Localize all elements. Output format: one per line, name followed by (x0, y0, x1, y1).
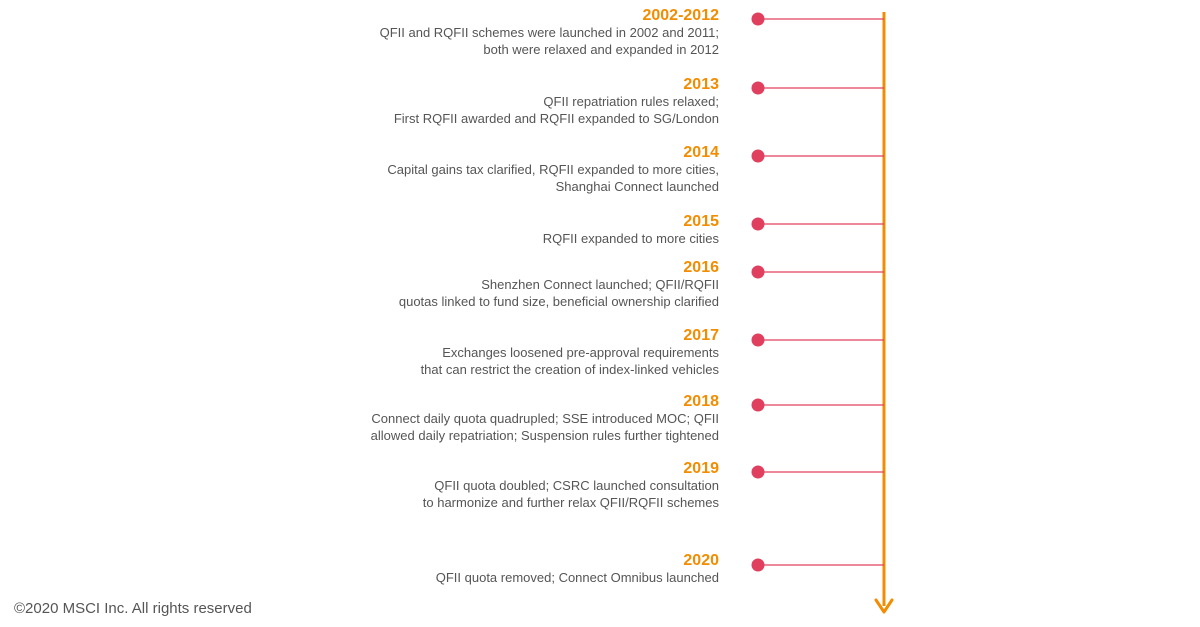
copyright-notice: ©2020 MSCI Inc. All rights reserved (14, 600, 252, 617)
event-description: Connect daily quota quadrupled; SSE intr… (371, 411, 719, 426)
event-year: 2015 (683, 213, 719, 230)
event-year: 2013 (683, 76, 719, 93)
timeline-event: 2017 Exchanges loosened pre-approval requ… (421, 326, 719, 378)
timeline-marker (751, 265, 765, 279)
event-year: 2002-2012 (642, 7, 719, 24)
timeline-marker (751, 558, 765, 572)
event-description: allowed daily repatriation; Suspension r… (370, 427, 719, 443)
timeline-event: 2002-2012 QFII and RQFII schemes were lau… (380, 6, 719, 58)
timeline-marker (751, 12, 765, 26)
event-description: both were relaxed and expanded in 2012 (483, 41, 719, 57)
event-description: Exchanges loosened pre-approval requirem… (442, 345, 719, 360)
event-description: Shanghai Connect launched (555, 178, 719, 194)
timeline-marker (751, 81, 765, 95)
event-description: RQFII expanded to more cities (542, 231, 719, 246)
event-description: quotas linked to fund size, beneficial o… (398, 293, 719, 309)
timeline-event: 2013 QFII repatriation rules relaxed; Firs… (394, 75, 719, 127)
timeline-marker (751, 398, 765, 412)
timeline-arrowhead-icon (874, 598, 894, 614)
timeline-event: 2020 QFII quota removed; Connect Omnibus … (436, 551, 719, 587)
event-year: 2018 (683, 393, 719, 410)
timeline-event: 2014 Capital gains tax clarified, RQFII e… (387, 143, 719, 195)
event-year: 2016 (683, 259, 719, 276)
timeline-event: 2015 RQFII expanded to more cities (543, 212, 719, 248)
timeline-event: 2019 QFII quota doubled; CSRC launched co… (423, 459, 719, 511)
timeline-marker (751, 149, 765, 163)
event-description: QFII repatriation rules relaxed; (543, 94, 719, 109)
event-description: that can restrict the creation of index-… (420, 361, 719, 377)
event-description: Capital gains tax clarified, RQFII expan… (387, 162, 719, 177)
event-description: First RQFII awarded and RQFII expanded t… (393, 110, 719, 126)
timeline-event: 2018 Connect daily quota quadrupled; SSE … (371, 392, 719, 444)
event-year: 2019 (683, 460, 719, 477)
event-description: to harmonize and further relax QFII/RQFI… (422, 494, 719, 510)
event-description: QFII quota doubled; CSRC launched consul… (434, 478, 719, 493)
event-description: QFII quota removed; Connect Omnibus laun… (435, 570, 719, 585)
event-description: QFII and RQFII schemes were launched in … (379, 25, 719, 40)
event-year: 2017 (683, 327, 719, 344)
event-year: 2014 (683, 144, 719, 161)
event-year: 2020 (683, 552, 719, 569)
event-description: Shenzhen Connect launched; QFII/RQFII (481, 277, 719, 292)
timeline-marker (751, 333, 765, 347)
timeline-marker (751, 217, 765, 231)
timeline-event: 2016 Shenzhen Connect launched; QFII/RQFI… (399, 258, 719, 310)
timeline-marker (751, 465, 765, 479)
